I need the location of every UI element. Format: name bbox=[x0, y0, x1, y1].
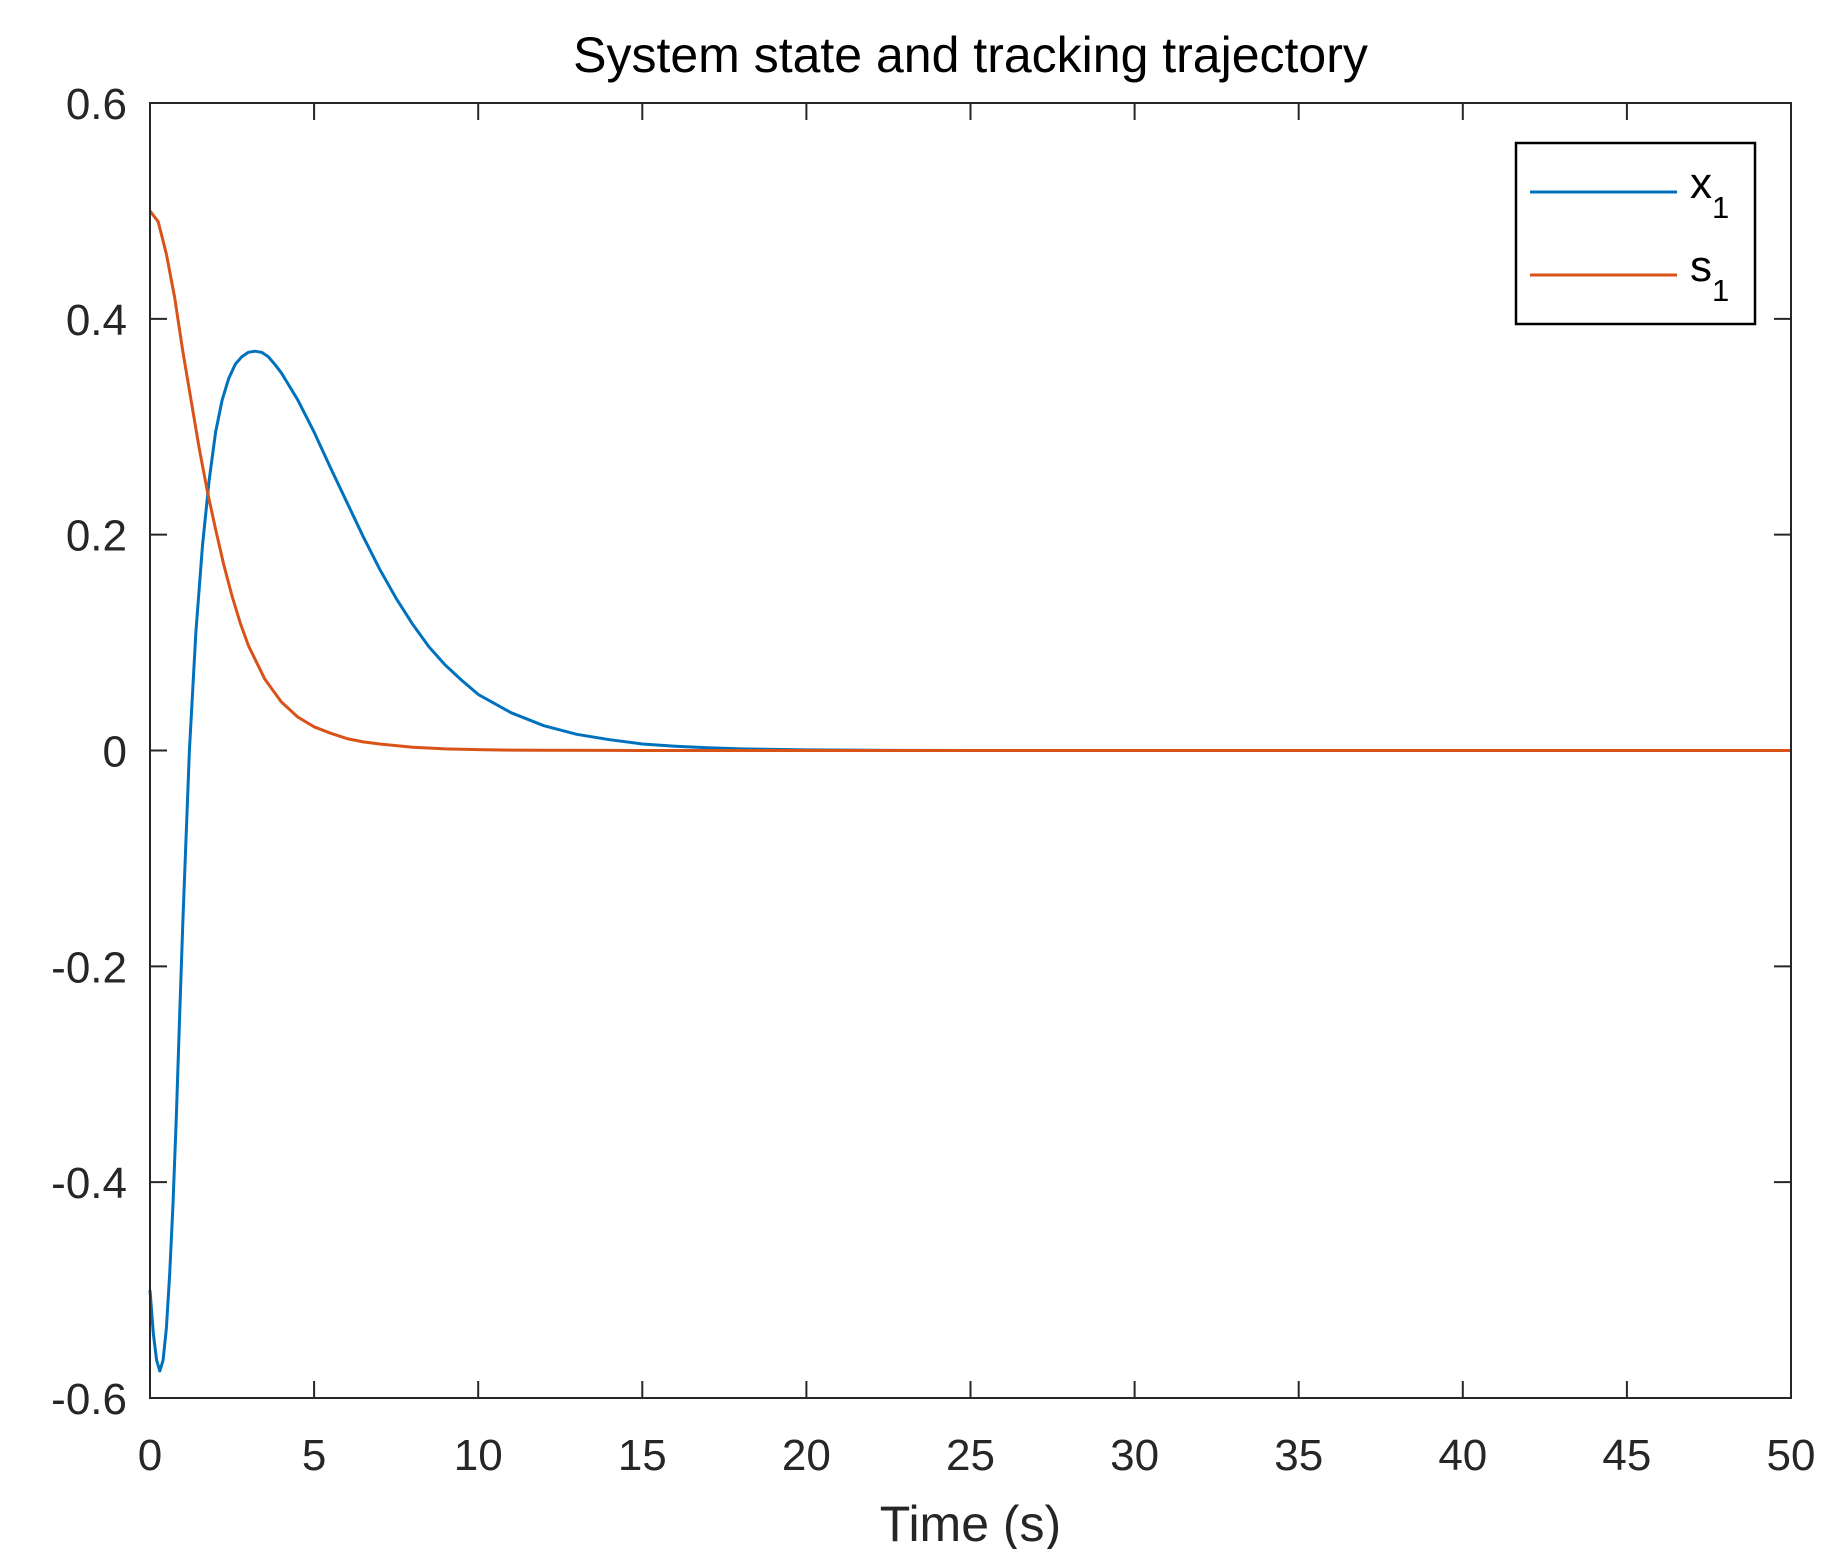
plot-frame bbox=[149, 102, 1792, 1399]
x-tick-label: 0 bbox=[138, 1431, 162, 1480]
y-tick-label: 0.2 bbox=[66, 512, 127, 561]
legend-label: s1 bbox=[1690, 242, 1729, 308]
y-axis-ticks: 0.6 0.4 0.2 0 -0.2 -0.4 -0.6 bbox=[51, 80, 1791, 1424]
x-tick-label: 40 bbox=[1438, 1431, 1487, 1480]
legend-label: x1 bbox=[1690, 159, 1729, 225]
y-tick-label: -0.2 bbox=[51, 943, 127, 992]
legend-label-subscript: 1 bbox=[1712, 273, 1729, 308]
series-line-x1 bbox=[148, 349, 1791, 1373]
x-axis-ticks: 0 5 10 15 20 25 30 35 40 45 50 bbox=[138, 103, 1816, 1480]
x-tick-label: 25 bbox=[946, 1431, 995, 1480]
x-tick-label: 50 bbox=[1767, 1431, 1816, 1480]
y-tick-label: -0.4 bbox=[51, 1159, 127, 1208]
y-tick-label: 0.6 bbox=[66, 80, 127, 129]
series-line-s1 bbox=[148, 209, 1791, 752]
legend-label-subscript: 1 bbox=[1712, 190, 1729, 225]
x-tick-label: 20 bbox=[782, 1431, 831, 1480]
y-tick-label: -0.6 bbox=[51, 1375, 127, 1424]
x-tick-label: 10 bbox=[454, 1431, 503, 1480]
x-tick-label: 5 bbox=[302, 1431, 326, 1480]
x-tick-label: 15 bbox=[618, 1431, 667, 1480]
legend-label-name: x bbox=[1690, 159, 1712, 208]
x-axis-label: Time (s) bbox=[880, 1496, 1061, 1549]
chart-title: System state and tracking trajectory bbox=[573, 27, 1368, 83]
series-layer bbox=[148, 209, 1791, 1373]
legend-label-name: s bbox=[1690, 242, 1712, 291]
y-tick-label: 0.4 bbox=[66, 296, 127, 345]
x-tick-label: 35 bbox=[1274, 1431, 1323, 1480]
y-tick-label: 0 bbox=[103, 728, 127, 777]
x-tick-label: 45 bbox=[1602, 1431, 1651, 1480]
legend-box bbox=[1514, 141, 1757, 326]
x-tick-label: 30 bbox=[1110, 1431, 1159, 1480]
